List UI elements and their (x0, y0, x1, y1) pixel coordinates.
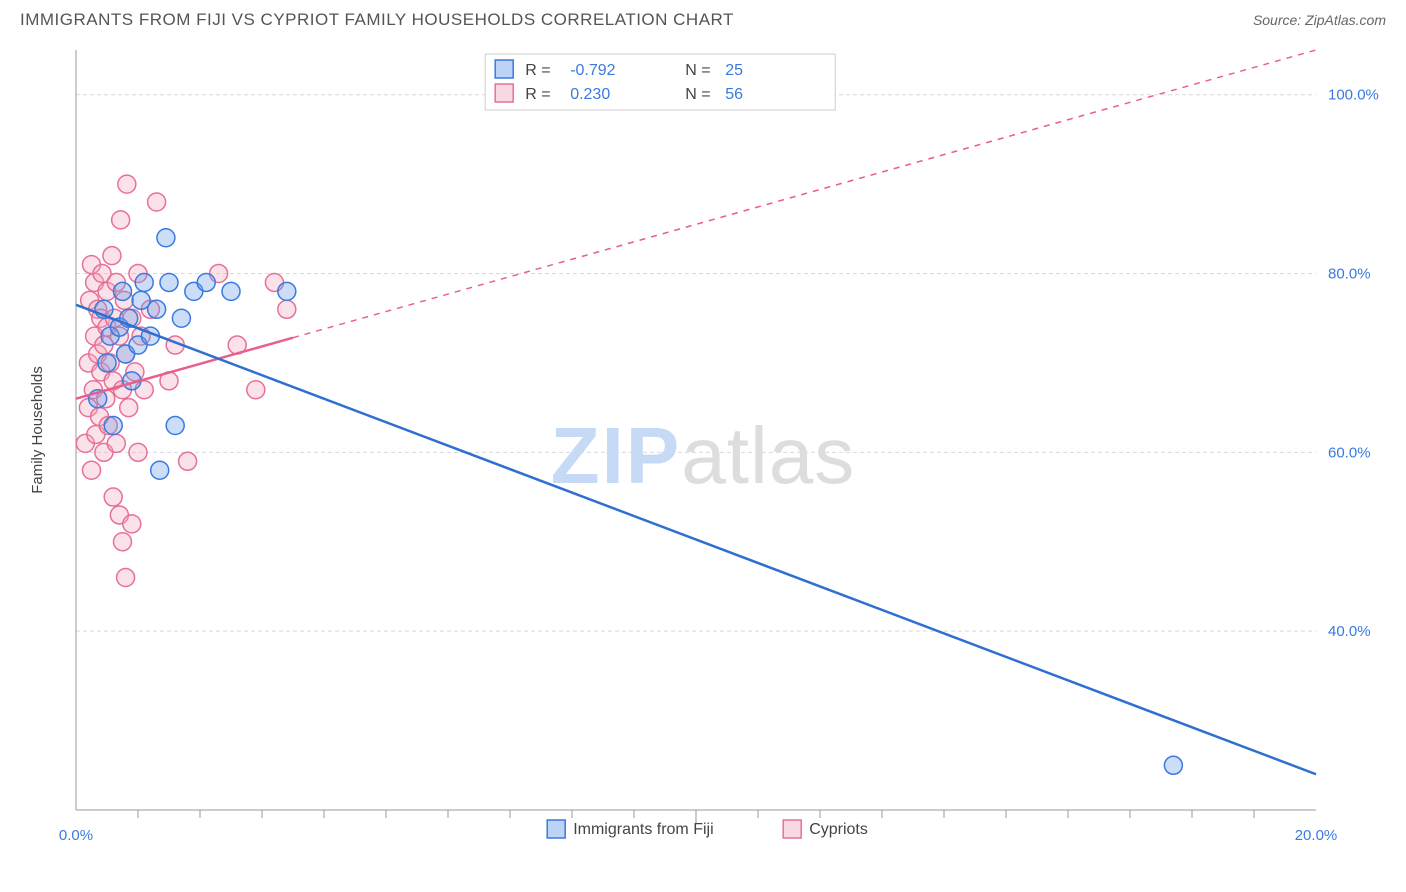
data-point (160, 273, 178, 291)
y-tick-label: 100.0% (1328, 87, 1379, 104)
data-point (179, 452, 197, 470)
legend-swatch (495, 60, 513, 78)
legend-swatch (547, 820, 565, 838)
data-point (129, 443, 147, 461)
y-tick-label: 40.0% (1328, 623, 1371, 640)
data-point (148, 300, 166, 318)
y-tick-label: 60.0% (1328, 444, 1371, 461)
data-point (123, 515, 141, 533)
chart-title: IMMIGRANTS FROM FIJI VS CYPRIOT FAMILY H… (20, 10, 734, 30)
data-point (107, 434, 125, 452)
legend-n-value: 25 (725, 62, 743, 79)
data-point (120, 399, 138, 417)
data-point (112, 211, 130, 229)
correlation-chart: 40.0% 60.0% 80.0% 100.0% 0.0% 20.0% Family Hou… (20, 40, 1386, 872)
legend-r-label: R = (525, 86, 550, 103)
y-axis-title: Family Households (29, 366, 46, 494)
source-attribution: Source: ZipAtlas.com (1253, 12, 1386, 28)
legend-swatch (495, 84, 513, 102)
legend-series-label: Immigrants from Fiji (573, 821, 713, 838)
data-point (104, 417, 122, 435)
data-point (114, 533, 132, 551)
data-point (151, 461, 169, 479)
data-point (83, 461, 101, 479)
data-point (278, 300, 296, 318)
data-point (118, 175, 136, 193)
legend-r-value: 0.230 (570, 86, 610, 103)
data-point (98, 354, 116, 372)
data-point (172, 309, 190, 327)
data-point (148, 193, 166, 211)
x-tick-label: 20.0% (1295, 827, 1338, 844)
legend-n-value: 56 (725, 86, 743, 103)
trend-line (76, 305, 1316, 774)
legend-n-label: N = (685, 62, 710, 79)
y-tick-label: 80.0% (1328, 266, 1371, 283)
source-name: ZipAtlas.com (1305, 12, 1386, 28)
legend-r-value: -0.792 (570, 62, 615, 79)
data-point (117, 569, 135, 587)
data-point (278, 282, 296, 300)
data-point (222, 282, 240, 300)
data-point (1164, 756, 1182, 774)
data-point (247, 381, 265, 399)
x-tick-label: 0.0% (59, 827, 93, 844)
source-prefix: Source: (1253, 12, 1305, 28)
data-point (114, 282, 132, 300)
legend-swatch (783, 820, 801, 838)
data-point (135, 273, 153, 291)
legend-series-label: Cypriots (809, 821, 868, 838)
data-point (157, 229, 175, 247)
data-point (103, 247, 121, 265)
data-point (197, 273, 215, 291)
data-point (166, 417, 184, 435)
legend-r-label: R = (525, 62, 550, 79)
data-point (104, 488, 122, 506)
legend-n-label: N = (685, 86, 710, 103)
